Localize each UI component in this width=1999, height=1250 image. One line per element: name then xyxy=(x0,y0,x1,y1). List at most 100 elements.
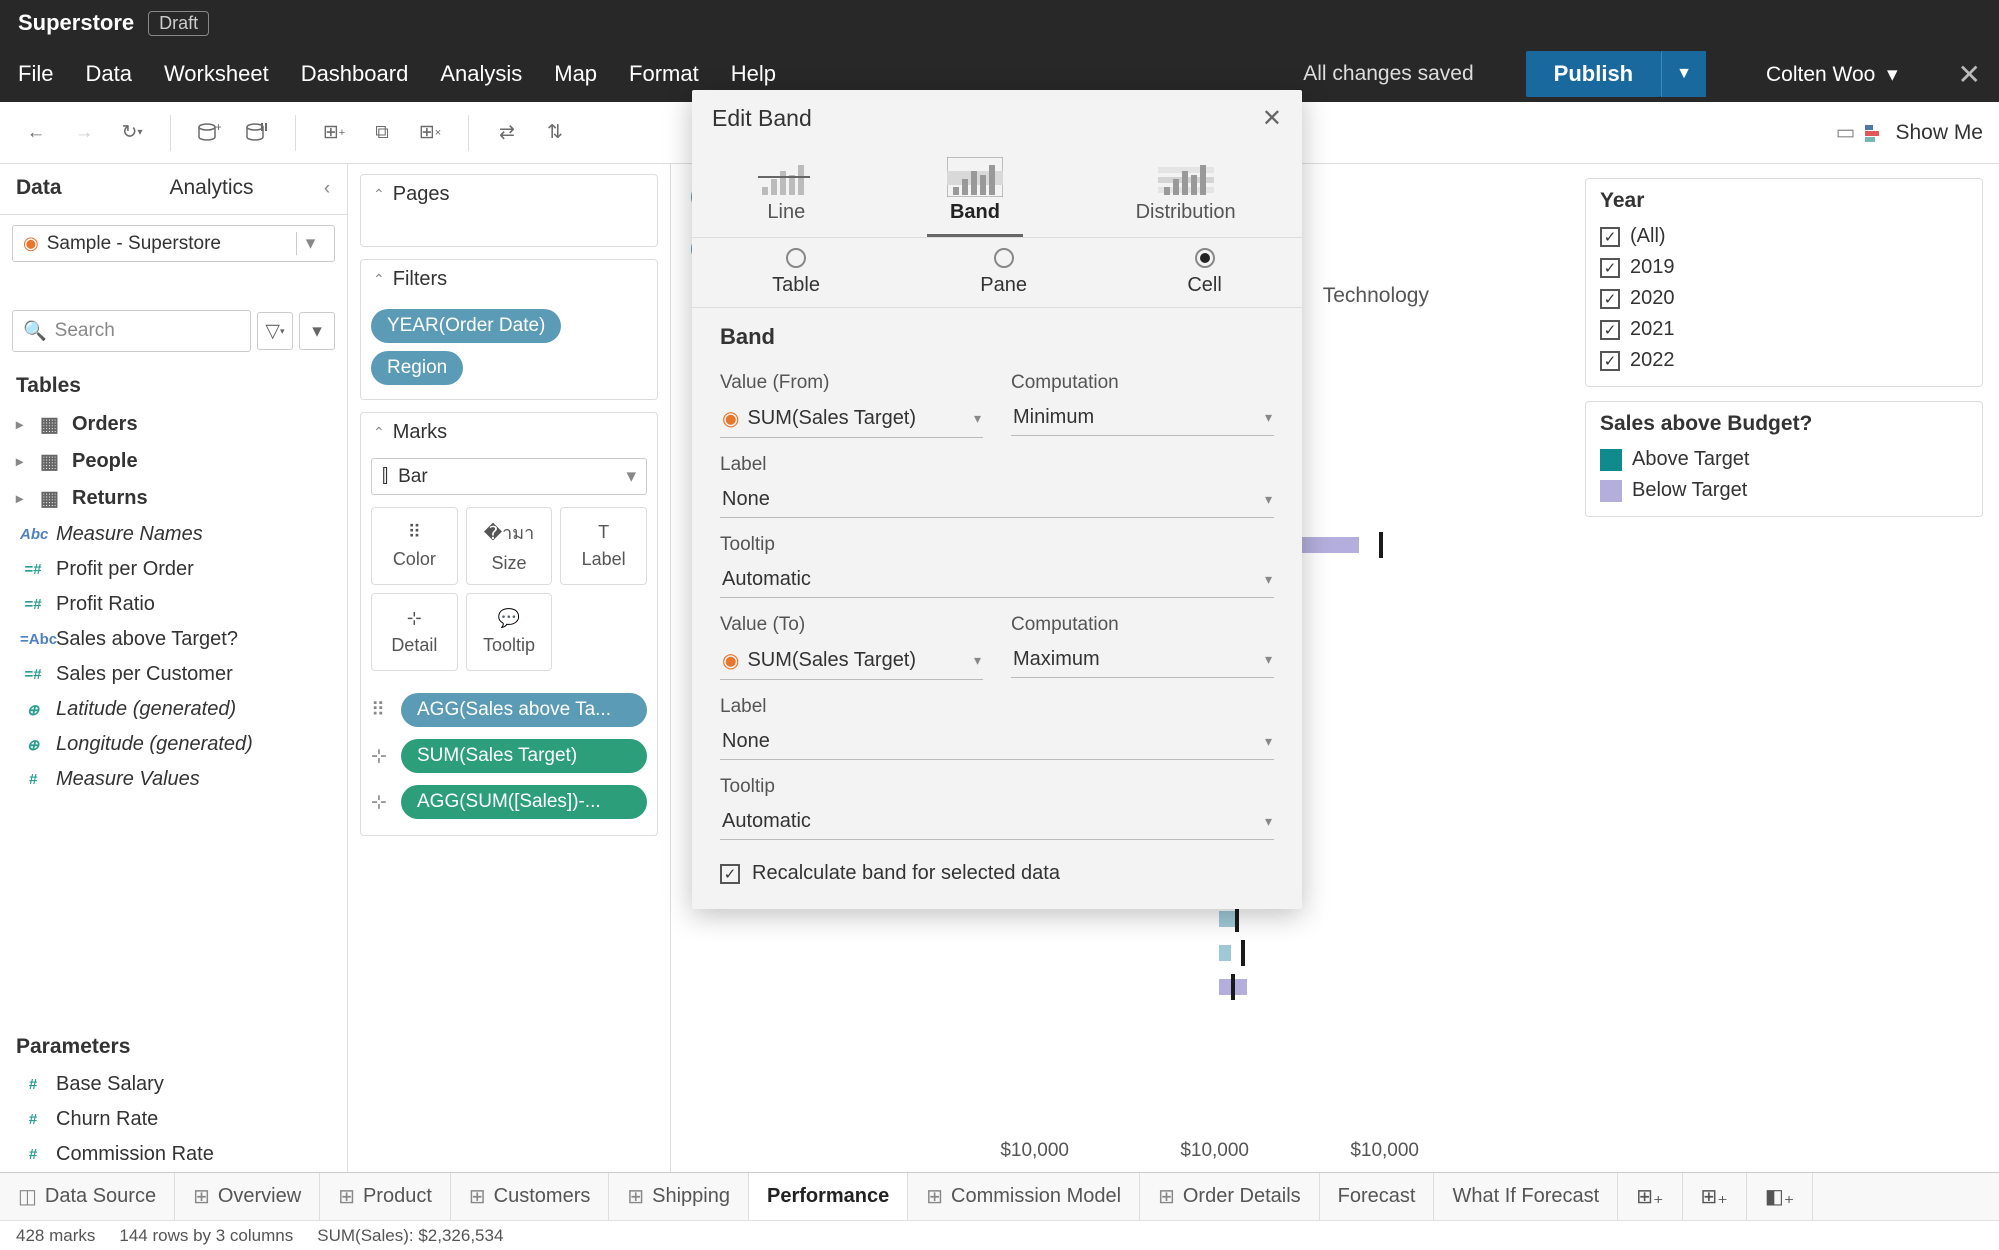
new-datasource-icon[interactable]: + xyxy=(189,113,229,153)
mark-pill-sum-target[interactable]: SUM(Sales Target) xyxy=(401,739,647,773)
tab-analytics[interactable]: Analytics xyxy=(154,164,308,214)
checkbox-icon[interactable]: ✓ xyxy=(1600,351,1620,371)
checkbox-icon[interactable]: ✓ xyxy=(1600,320,1620,340)
duplicate-icon[interactable]: ⧉ xyxy=(362,113,402,153)
value-to-select[interactable]: ◉SUM(Sales Target)▾ xyxy=(720,642,983,680)
field-item[interactable]: =#Sales per Customer xyxy=(0,657,347,692)
tab-commission[interactable]: ⊞Commission Model xyxy=(908,1173,1140,1220)
marks-tooltip[interactable]: 💬Tooltip xyxy=(466,593,553,671)
filter-icon[interactable]: ▽▾ xyxy=(257,312,293,350)
tooltip-from-select[interactable]: Automatic▾ xyxy=(720,562,1274,598)
legend-item[interactable]: Below Target xyxy=(1600,475,1968,506)
clear-icon[interactable]: ⊞× xyxy=(410,113,450,153)
table-returns[interactable]: ▸▦Returns xyxy=(10,480,337,517)
refline-type-band[interactable]: Band xyxy=(927,151,1023,237)
replay-icon[interactable]: ↻▾ xyxy=(112,113,152,153)
label-to-select[interactable]: None▾ xyxy=(720,724,1274,760)
datasource-selector[interactable]: ◉ Sample - Superstore ▾ xyxy=(12,225,335,262)
search-input[interactable]: 🔍 Search xyxy=(12,310,251,352)
filters-shelf[interactable]: ⌃Filters YEAR(Order Date) Region xyxy=(360,259,658,400)
year-checkbox-row[interactable]: ✓2020 xyxy=(1600,283,1968,314)
filter-pill-region[interactable]: Region xyxy=(371,351,463,385)
undo-icon[interactable]: ← xyxy=(16,113,56,153)
computation-from-select[interactable]: Minimum▾ xyxy=(1011,400,1274,436)
pages-shelf[interactable]: ⌃Pages xyxy=(360,174,658,247)
menu-map[interactable]: Map xyxy=(554,61,597,87)
tab-product[interactable]: ⊞Product xyxy=(320,1173,451,1220)
tab-customers[interactable]: ⊞Customers xyxy=(451,1173,609,1220)
showme-icon[interactable] xyxy=(1865,123,1885,143)
field-item[interactable]: #Measure Values xyxy=(0,762,347,797)
field-item[interactable]: ⊕Latitude (generated) xyxy=(0,692,347,727)
tab-forecast[interactable]: Forecast xyxy=(1320,1173,1435,1220)
redo-icon[interactable]: → xyxy=(64,113,104,153)
tab-overview[interactable]: ⊞Overview xyxy=(175,1173,320,1220)
mark-pill-agg-sales-above[interactable]: AGG(Sales above Ta... xyxy=(401,693,647,727)
tooltip-to-select[interactable]: Automatic▾ xyxy=(720,804,1274,840)
scope-cell[interactable]: Cell xyxy=(1187,248,1221,297)
presentation-icon[interactable]: ▭ xyxy=(1836,120,1856,145)
menu-analysis[interactable]: Analysis xyxy=(440,61,522,87)
checkbox-icon[interactable]: ✓ xyxy=(1600,289,1620,309)
menu-help[interactable]: Help xyxy=(731,61,776,87)
label-from-select[interactable]: None▾ xyxy=(720,482,1274,518)
filter-pill-year[interactable]: YEAR(Order Date) xyxy=(371,309,561,343)
field-item[interactable]: =#Profit per Order xyxy=(0,552,347,587)
new-story-icon[interactable]: ◧₊ xyxy=(1747,1173,1813,1220)
parameter-item[interactable]: #Churn Rate xyxy=(0,1102,347,1137)
table-people[interactable]: ▸▦People xyxy=(10,443,337,480)
publish-button[interactable]: Publish xyxy=(1526,51,1661,97)
refline-type-distribution[interactable]: Distribution xyxy=(1116,151,1256,237)
parameter-item[interactable]: #Base Salary xyxy=(0,1067,347,1102)
menu-file[interactable]: File xyxy=(18,61,53,87)
pause-datasource-icon[interactable] xyxy=(237,113,277,153)
close-dialog-icon[interactable]: ✕ xyxy=(1262,104,1282,133)
new-worksheet-icon[interactable]: ⊞+ xyxy=(314,113,354,153)
marks-label[interactable]: TLabel xyxy=(560,507,647,585)
tab-orderdetails[interactable]: ⊞Order Details xyxy=(1140,1173,1320,1220)
new-sheet-icon[interactable]: ⊞₊ xyxy=(1618,1173,1682,1220)
menu-dashboard[interactable]: Dashboard xyxy=(301,61,409,87)
view-options-icon[interactable]: ▾ xyxy=(299,312,335,350)
chevron-down-icon[interactable]: ▾ xyxy=(296,232,324,255)
collapse-pane-icon[interactable]: ‹ xyxy=(307,164,347,214)
publish-dropdown[interactable]: ▼ xyxy=(1661,51,1706,97)
menu-data[interactable]: Data xyxy=(85,61,131,87)
mark-type-selector[interactable]: ⫿ Bar ▾ xyxy=(371,458,647,495)
table-orders[interactable]: ▸▦Orders xyxy=(10,406,337,443)
parameter-item[interactable]: #Commission Rate xyxy=(0,1137,347,1172)
field-item[interactable]: AbcMeasure Names xyxy=(0,517,347,552)
refline-type-line[interactable]: Line xyxy=(738,151,834,237)
field-item[interactable]: =AbcSales above Target? xyxy=(0,622,347,657)
checkbox-icon[interactable]: ✓ xyxy=(1600,227,1620,247)
year-checkbox-row[interactable]: ✓2019 xyxy=(1600,252,1968,283)
new-dashboard-icon[interactable]: ⊞₊ xyxy=(1683,1173,1747,1220)
close-icon[interactable]: ✕ xyxy=(1958,58,1981,91)
tab-datasource[interactable]: ◫Data Source xyxy=(0,1173,175,1220)
marks-detail[interactable]: ⊹Detail xyxy=(371,593,458,671)
mark-pill-agg-diff[interactable]: AGG(SUM([Sales])-... xyxy=(401,785,647,819)
scope-pane[interactable]: Pane xyxy=(980,248,1027,297)
legend-item[interactable]: Above Target xyxy=(1600,444,1968,475)
swap-icon[interactable]: ⇄ xyxy=(487,113,527,153)
marks-size[interactable]: �ามาSize xyxy=(466,507,553,585)
checkbox-icon[interactable]: ✓ xyxy=(1600,258,1620,278)
scope-table[interactable]: Table xyxy=(772,248,820,297)
field-item[interactable]: ⊕Longitude (generated) xyxy=(0,727,347,762)
showme-button[interactable]: Show Me xyxy=(1895,121,1983,145)
menu-worksheet[interactable]: Worksheet xyxy=(164,61,269,87)
sort-icon[interactable]: ⇅ xyxy=(535,113,575,153)
tab-performance[interactable]: Performance xyxy=(749,1173,908,1220)
user-menu[interactable]: Colten Woo ▾ xyxy=(1766,62,1898,87)
tab-whatif[interactable]: What If Forecast xyxy=(1434,1173,1618,1220)
tab-shipping[interactable]: ⊞Shipping xyxy=(609,1173,749,1220)
computation-to-select[interactable]: Maximum▾ xyxy=(1011,642,1274,678)
year-checkbox-row[interactable]: ✓(All) xyxy=(1600,221,1968,252)
bar-mark[interactable] xyxy=(1219,945,1231,961)
value-from-select[interactable]: ◉SUM(Sales Target)▾ xyxy=(720,400,983,438)
year-checkbox-row[interactable]: ✓2022 xyxy=(1600,345,1968,376)
tab-data[interactable]: Data xyxy=(0,164,154,214)
year-checkbox-row[interactable]: ✓2021 xyxy=(1600,314,1968,345)
menu-format[interactable]: Format xyxy=(629,61,699,87)
recalculate-checkbox[interactable]: ✓ xyxy=(720,864,740,884)
